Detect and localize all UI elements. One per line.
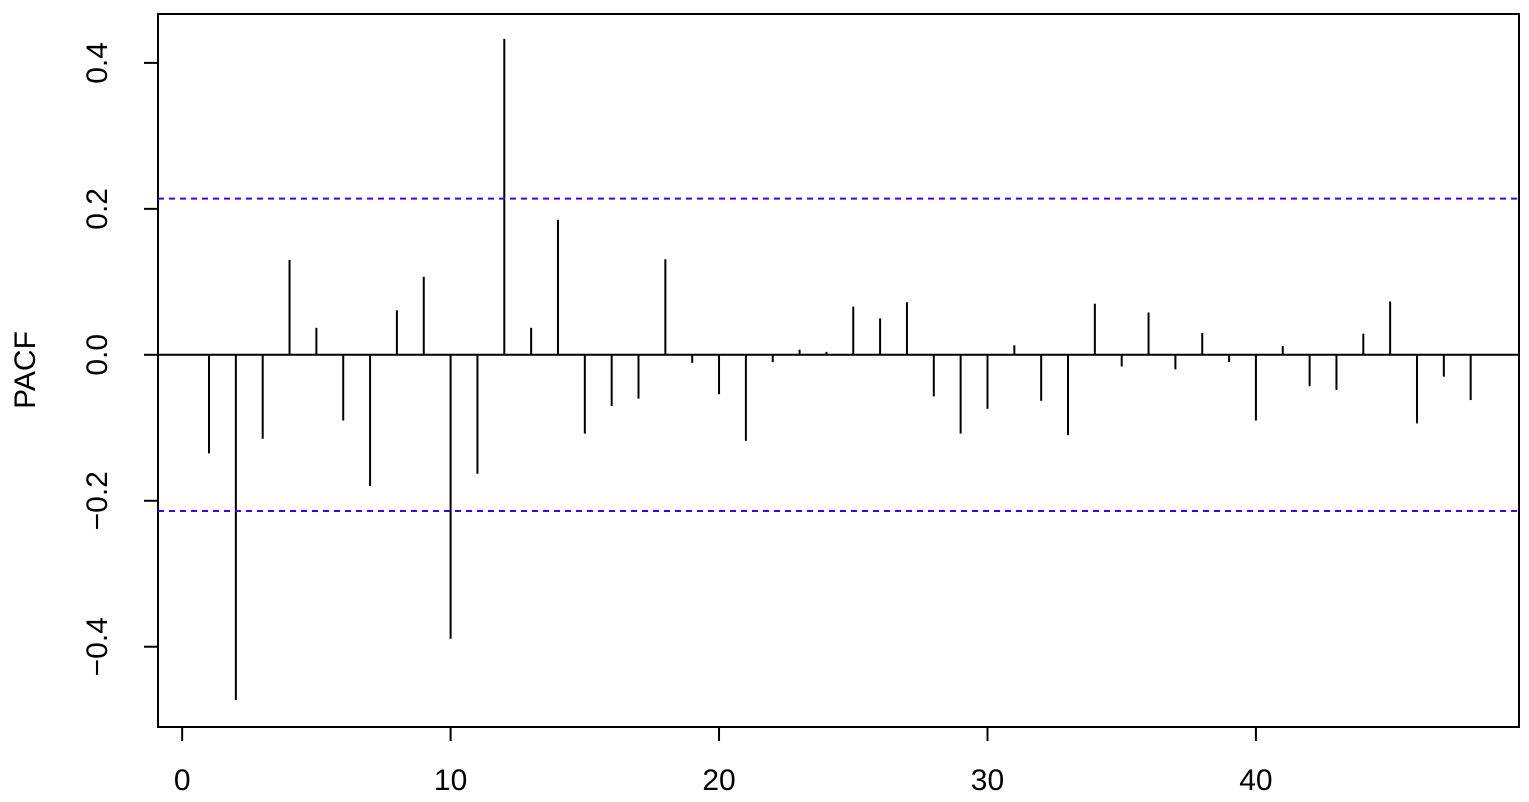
pacf-bars: [208, 38, 1472, 700]
y-tick-label: 0.4: [81, 42, 114, 84]
x-tick-label: 30: [971, 764, 1004, 797]
y-axis: −0.4 −0.2 0.0 0.2 0.4: [81, 42, 158, 676]
y-axis-label: PACF: [9, 331, 42, 409]
plot-frame: [157, 13, 1520, 728]
x-tick-label: 40: [1239, 764, 1272, 797]
y-tick-label: 0.0: [81, 334, 114, 376]
x-tick-label: 0: [174, 764, 191, 797]
y-tick-label: −0.4: [81, 617, 114, 676]
y-tick-label: 0.2: [81, 188, 114, 230]
y-tick-label: −0.2: [81, 471, 114, 530]
x-tick-label: 10: [434, 764, 467, 797]
x-tick-label: 20: [702, 764, 735, 797]
x-axis: 0 10 20 30 40: [174, 726, 1273, 797]
